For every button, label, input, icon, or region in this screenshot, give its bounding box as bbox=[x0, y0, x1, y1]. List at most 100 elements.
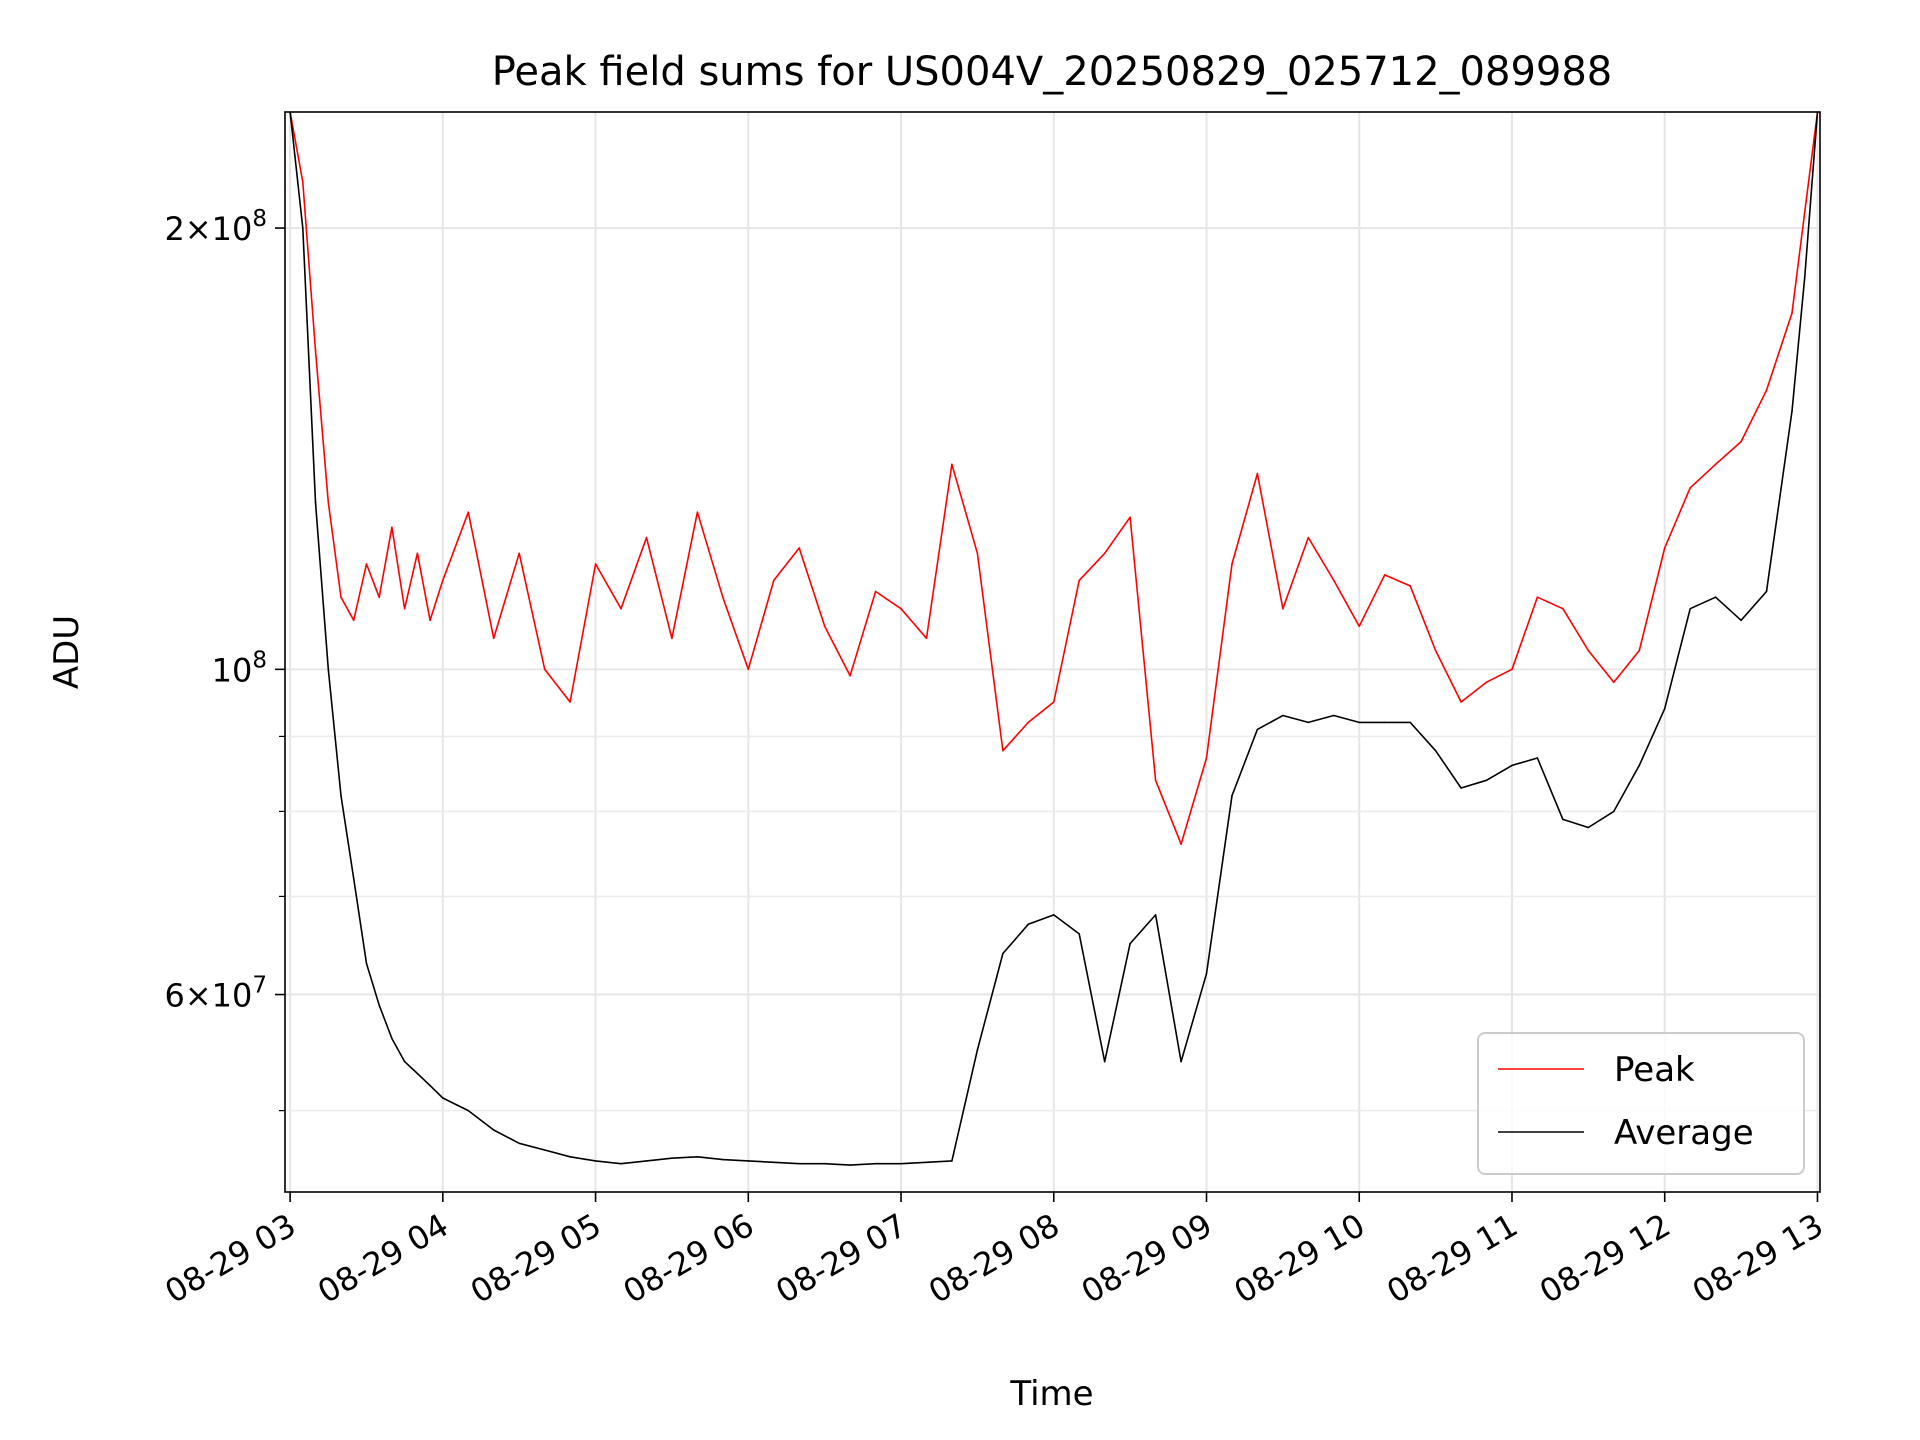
data-point-average bbox=[925, 1161, 928, 1164]
data-point-average bbox=[1231, 794, 1233, 797]
data-point-average bbox=[1053, 914, 1055, 916]
data-point-average bbox=[594, 1160, 597, 1162]
data-point-average bbox=[1689, 607, 1691, 610]
data-point-average bbox=[1460, 787, 1462, 789]
data-point-peak bbox=[1002, 749, 1004, 752]
data-point-average bbox=[849, 1164, 851, 1166]
data-point-peak bbox=[1803, 211, 1806, 214]
data-point-peak bbox=[467, 511, 470, 513]
data-point-average bbox=[518, 1142, 520, 1145]
data-point-peak bbox=[1358, 625, 1360, 628]
data-point-peak bbox=[900, 607, 902, 610]
data-point-average bbox=[1740, 619, 1742, 622]
data-point-peak bbox=[1740, 440, 1742, 443]
data-point-peak bbox=[1791, 312, 1793, 314]
data-point-peak bbox=[671, 637, 673, 640]
data-point-peak bbox=[569, 701, 571, 703]
data-point-average bbox=[1103, 1060, 1106, 1063]
data-point-average bbox=[1613, 810, 1615, 813]
data-point-peak bbox=[951, 463, 953, 466]
data-point-peak bbox=[925, 637, 928, 640]
data-point-peak bbox=[823, 625, 826, 628]
data-point-average bbox=[365, 962, 368, 965]
data-point-average bbox=[976, 1049, 979, 1051]
data-point-average bbox=[1256, 728, 1259, 731]
data-point-average bbox=[1307, 721, 1310, 724]
data-point-average bbox=[314, 501, 317, 504]
data-point-peak bbox=[365, 563, 368, 565]
data-point-average bbox=[1791, 410, 1793, 413]
data-point-peak bbox=[1180, 843, 1182, 845]
data-point-average bbox=[1562, 818, 1564, 821]
data-point-average bbox=[1638, 764, 1641, 767]
data-point-average bbox=[773, 1161, 775, 1164]
data-point-average bbox=[340, 794, 342, 797]
data-point-peak bbox=[1103, 552, 1106, 555]
data-point-average bbox=[900, 1162, 902, 1165]
data-point-peak bbox=[1231, 563, 1233, 565]
data-point-average bbox=[1180, 1060, 1182, 1063]
data-point-peak bbox=[314, 349, 317, 352]
data-point-peak bbox=[518, 552, 520, 555]
data-point-average bbox=[1002, 952, 1004, 955]
series-line-peak bbox=[289, 112, 1819, 845]
data-point-peak bbox=[340, 596, 342, 598]
data-point-average bbox=[1663, 707, 1666, 710]
data-point-peak bbox=[352, 619, 355, 622]
data-point-average bbox=[1765, 590, 1768, 593]
data-point-peak bbox=[1409, 585, 1411, 587]
data-point-average bbox=[696, 1156, 699, 1158]
plot-frame bbox=[284, 111, 1821, 1193]
legend-label-peak: Peak bbox=[1614, 1050, 1695, 1090]
data-point-average bbox=[722, 1158, 724, 1161]
data-point-average bbox=[1358, 721, 1360, 724]
data-point-peak bbox=[645, 536, 648, 539]
data-point-peak bbox=[1714, 463, 1717, 466]
chart-title: Peak field sums for US004V_20250829_0257… bbox=[492, 49, 1613, 95]
data-point-peak bbox=[1511, 668, 1513, 671]
data-point-average bbox=[391, 1037, 393, 1040]
data-point-peak bbox=[1485, 681, 1488, 683]
data-point-peak bbox=[429, 619, 431, 622]
data-point-peak bbox=[594, 563, 597, 565]
y-axis-label: ADU bbox=[47, 615, 87, 689]
data-point-peak bbox=[747, 668, 750, 671]
data-point-peak bbox=[378, 596, 381, 598]
data-point-average bbox=[620, 1162, 622, 1165]
series-line-average bbox=[289, 112, 1819, 1166]
data-point-peak bbox=[1460, 701, 1462, 703]
data-point-peak bbox=[492, 637, 495, 640]
data-point-peak bbox=[1053, 701, 1055, 703]
data-point-average bbox=[1383, 721, 1386, 724]
data-point-peak bbox=[1333, 579, 1335, 582]
data-point-average bbox=[1409, 721, 1411, 724]
data-point-peak bbox=[1027, 721, 1030, 724]
data-point-average bbox=[1205, 972, 1208, 975]
data-point-peak bbox=[1256, 472, 1259, 475]
data-point-peak bbox=[1307, 536, 1310, 539]
data-point-peak bbox=[773, 579, 775, 582]
data-point-average bbox=[378, 1004, 381, 1006]
data-point-peak bbox=[1663, 547, 1666, 549]
data-point-average bbox=[569, 1156, 571, 1158]
data-point-peak bbox=[1562, 607, 1564, 610]
data-point-peak bbox=[403, 607, 406, 610]
data-point-average bbox=[671, 1157, 673, 1159]
y-axis-ticks: 2×108 108 6×107 bbox=[164, 206, 285, 1112]
legend-label-average: Average bbox=[1614, 1113, 1754, 1153]
data-point-average bbox=[1587, 826, 1590, 829]
data-point-peak bbox=[1282, 607, 1284, 610]
data-point-peak bbox=[696, 511, 699, 513]
data-point-peak bbox=[620, 607, 622, 610]
y-tick-label: 2×108 bbox=[164, 206, 267, 248]
x-axis-label: Time bbox=[1009, 1374, 1093, 1414]
data-point-peak bbox=[391, 526, 393, 529]
data-point-average bbox=[1282, 714, 1284, 717]
data-point-average bbox=[747, 1160, 750, 1162]
data-point-average bbox=[467, 1109, 470, 1112]
legend: Peak Average bbox=[1477, 1032, 1805, 1175]
data-point-peak bbox=[1638, 649, 1641, 652]
y-tick-label: 6×107 bbox=[164, 973, 267, 1015]
data-point-peak bbox=[1689, 487, 1691, 489]
